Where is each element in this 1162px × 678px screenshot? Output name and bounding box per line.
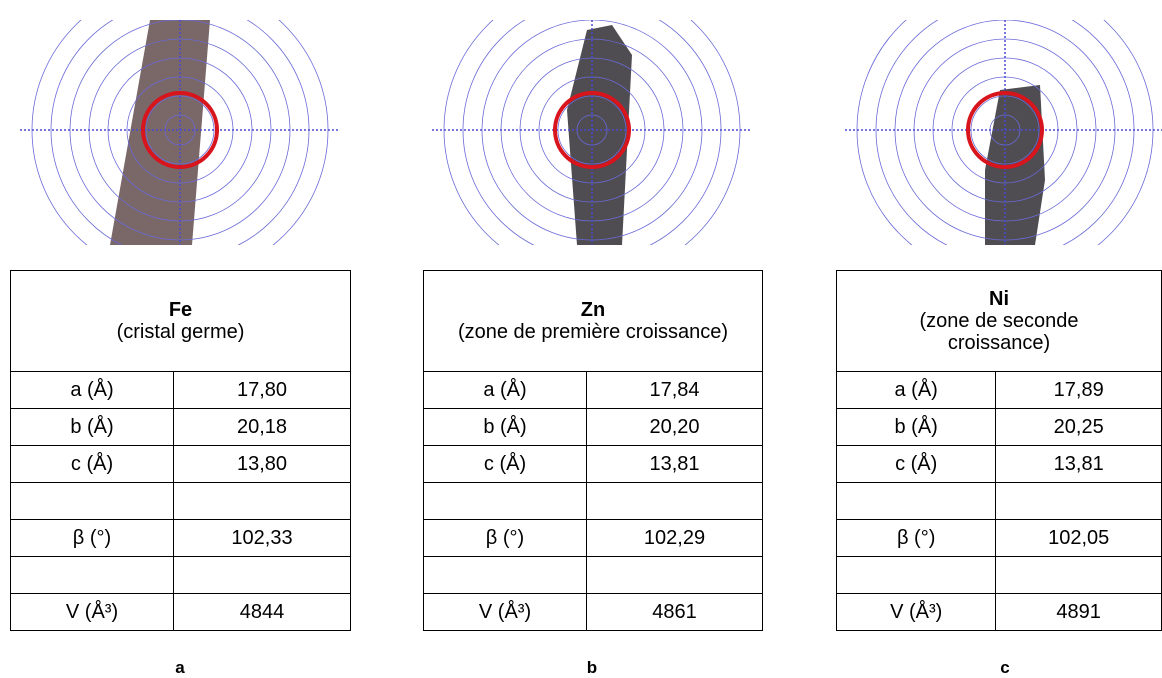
- param-value: 20,25: [995, 408, 1162, 446]
- row: c (Å) 13,81: [835, 445, 1162, 483]
- red-circle: [141, 91, 219, 169]
- param-label: c (Å): [423, 445, 587, 483]
- empty-cell: [10, 482, 174, 520]
- row: c (Å) 13,81: [423, 445, 763, 483]
- subtitle: (zone de première croissance): [457, 321, 729, 343]
- red-circle: [966, 91, 1044, 169]
- row: a (Å) 17,89: [835, 371, 1162, 409]
- param-label: V (Å³): [10, 593, 174, 631]
- empty-cell: [173, 482, 351, 520]
- panel-letter: c: [1000, 658, 1010, 677]
- row: β (°) 102,33: [10, 519, 351, 557]
- row: c (Å) 13,80: [10, 445, 351, 483]
- element: Fe: [168, 299, 193, 321]
- panel-letter: b: [586, 658, 598, 677]
- subtitle: (cristal germe): [116, 321, 245, 343]
- empty-cell: [423, 556, 587, 594]
- element: Zn: [580, 299, 606, 321]
- empty-cell: [586, 556, 763, 594]
- param-value: 4891: [995, 593, 1162, 631]
- row: [10, 482, 351, 520]
- param-label: c (Å): [10, 445, 174, 483]
- param-value: 17,89: [995, 371, 1162, 409]
- panel-letter: a: [175, 658, 185, 677]
- header-row: Fe (cristal germe): [10, 270, 351, 372]
- param-label: β (°): [423, 519, 587, 557]
- param-value: 102,29: [586, 519, 763, 557]
- red-circle: [553, 91, 631, 169]
- empty-cell: [423, 482, 587, 520]
- param-label: a (Å): [10, 371, 174, 409]
- param-value: 20,18: [173, 408, 351, 446]
- crystal-photo: [20, 20, 340, 245]
- element: Ni: [989, 288, 1009, 310]
- param-label: b (Å): [835, 408, 997, 446]
- param-label: a (Å): [423, 371, 587, 409]
- empty-cell: [835, 482, 997, 520]
- param-value: 13,80: [173, 445, 351, 483]
- param-label: V (Å³): [423, 593, 587, 631]
- row: [10, 556, 351, 594]
- subtitle: (zone de seconde croissance): [919, 310, 1079, 354]
- param-table: Ni (zone de seconde croissance) a (Å) 17,89…: [835, 270, 1162, 631]
- row: b (Å) 20,18: [10, 408, 351, 446]
- crystal: [110, 20, 210, 245]
- param-label: V (Å³): [835, 593, 997, 631]
- param-table: Zn (zone de première croissance) a (Å) 17,8…: [423, 270, 763, 631]
- param-value: 17,84: [586, 371, 763, 409]
- empty-cell: [10, 556, 174, 594]
- param-label: β (°): [835, 519, 997, 557]
- param-value: 20,20: [586, 408, 763, 446]
- row: [423, 556, 763, 594]
- row: β (°) 102,29: [423, 519, 763, 557]
- param-value: 13,81: [586, 445, 763, 483]
- param-value: 4861: [586, 593, 763, 631]
- header-cell: Fe (cristal germe): [10, 270, 351, 372]
- row: a (Å) 17,84: [423, 371, 763, 409]
- row: V (Å³) 4891: [835, 593, 1162, 631]
- row: [835, 556, 1162, 594]
- param-value: 102,33: [173, 519, 351, 557]
- crystal: [567, 25, 632, 245]
- param-label: β (°): [10, 519, 174, 557]
- param-value: 17,80: [173, 371, 351, 409]
- crystal-photo: [845, 20, 1162, 245]
- row: V (Å³) 4844: [10, 593, 351, 631]
- param-table: Fe (cristal germe) a (Å) 17,80 b (Å) 20,18 c (…: [10, 270, 351, 631]
- param-label: b (Å): [10, 408, 174, 446]
- row: b (Å) 20,20: [423, 408, 763, 446]
- param-label: a (Å): [835, 371, 997, 409]
- empty-cell: [995, 556, 1162, 594]
- header-cell: Ni (zone de seconde croissance): [836, 270, 1162, 372]
- empty-cell: [173, 556, 351, 594]
- header-row: Zn (zone de première croissance): [423, 270, 763, 372]
- param-value: 13,81: [995, 445, 1162, 483]
- row: V (Å³) 4861: [423, 593, 763, 631]
- param-value: 4844: [173, 593, 351, 631]
- param-label: b (Å): [423, 408, 587, 446]
- empty-cell: [995, 482, 1162, 520]
- param-label: c (Å): [835, 445, 997, 483]
- empty-cell: [835, 556, 997, 594]
- header-row: Ni (zone de seconde croissance): [836, 270, 1162, 372]
- row: [423, 482, 763, 520]
- row: a (Å) 17,80: [10, 371, 351, 409]
- param-value: 102,05: [995, 519, 1162, 557]
- row: b (Å) 20,25: [835, 408, 1162, 446]
- header-cell: Zn (zone de première croissance): [423, 270, 763, 372]
- empty-cell: [586, 482, 763, 520]
- row: β (°) 102,05: [835, 519, 1162, 557]
- row: [835, 482, 1162, 520]
- crystal-photo: [432, 20, 752, 245]
